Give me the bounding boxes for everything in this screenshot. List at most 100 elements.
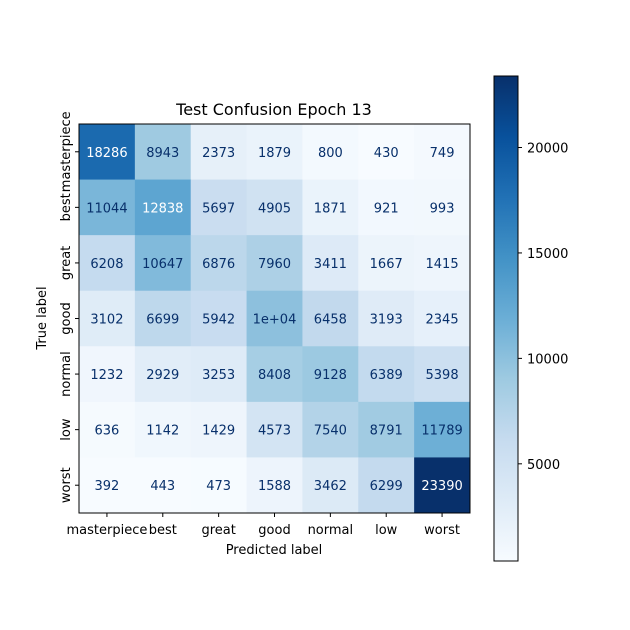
- cell-value-label: 3193: [370, 313, 403, 328]
- x-axis-ticks: masterpiece best great good normal low worst: [66, 513, 460, 538]
- y-tick-label: great: [59, 246, 74, 280]
- cell-value-label: 3411: [314, 257, 347, 272]
- cell-value-label: 6299: [370, 479, 403, 494]
- heatmap-cell: [302, 457, 359, 514]
- cell-value-label: 6876: [202, 257, 235, 272]
- y-axis-label: True label: [35, 286, 50, 350]
- y-tick-label: worst: [59, 467, 74, 503]
- heatmap-cell: [246, 124, 303, 181]
- chart-title: Test Confusion Epoch 13: [175, 100, 372, 119]
- heatmap-cell: [190, 457, 248, 514]
- heatmap-cell: [134, 179, 192, 236]
- cell-value-label: 6458: [314, 313, 347, 328]
- heatmap-cell: [190, 124, 248, 181]
- heatmap-cell: [79, 124, 136, 181]
- cell-value-label: 749: [430, 146, 455, 161]
- cell-value-label: 23390: [421, 479, 462, 494]
- cell-value-label: 4905: [258, 201, 291, 216]
- heatmap-cell: [246, 290, 303, 347]
- cell-value-label: 1588: [258, 479, 291, 494]
- y-tick-label: normal: [59, 351, 74, 397]
- heatmap-cell: [414, 401, 471, 458]
- heatmap-cell: [246, 346, 303, 403]
- colorbar-tick-label: 20000: [527, 141, 568, 156]
- heatmap-cell: [358, 179, 415, 236]
- heatmap-cell: [414, 346, 471, 403]
- heatmap-cell: [358, 457, 415, 514]
- x-tick-label: low: [375, 523, 398, 538]
- heatmap-cell: [190, 401, 248, 458]
- cell-value-label: 6208: [90, 257, 123, 272]
- cell-value-label: 1232: [90, 368, 123, 383]
- cell-value-label: 993: [430, 201, 455, 216]
- heatmap-cell: [358, 290, 415, 347]
- heatmap-cell: [134, 401, 192, 458]
- cell-value-label: 1e+04: [253, 313, 297, 328]
- heatmap-cell: [414, 290, 471, 347]
- cell-value-label: 2345: [426, 313, 459, 328]
- cell-value-label: 12838: [142, 201, 183, 216]
- cell-value-label: 18286: [86, 146, 127, 161]
- cell-value-label: 392: [95, 479, 120, 494]
- cell-value-label: 1142: [146, 424, 179, 439]
- colorbar-tick-label: 10000: [527, 352, 568, 367]
- cell-value-label: 11789: [421, 424, 462, 439]
- cell-value-label: 1667: [370, 257, 403, 272]
- y-tick-label: masterpiece: [59, 111, 74, 192]
- heatmap-cell: [302, 290, 359, 347]
- colorbar: [493, 75, 519, 562]
- cell-value-label: 7540: [314, 424, 347, 439]
- y-tick-label: low: [59, 418, 74, 441]
- cell-value-label: 1879: [258, 146, 291, 161]
- y-tick-label: good: [59, 302, 74, 334]
- heatmap-cell: [79, 346, 136, 403]
- heatmap-cells: 18286 8943 2373 1879 800 430 749 11044 12838 5697…: [79, 124, 471, 514]
- cell-value-label: 8943: [146, 146, 179, 161]
- heatmap-cell: [414, 235, 471, 292]
- x-tick-label: normal: [308, 523, 354, 538]
- cell-value-label: 8408: [258, 368, 291, 383]
- colorbar-tick-label: 5000: [527, 458, 560, 473]
- heatmap-cell: [302, 179, 359, 236]
- cell-value-label: 636: [95, 424, 120, 439]
- cell-value-label: 3253: [202, 368, 235, 383]
- heatmap-cell: [302, 124, 359, 181]
- cell-value-label: 7960: [258, 257, 291, 272]
- heatmap-cell: [79, 179, 136, 236]
- heatmap-cell: [190, 179, 248, 236]
- heatmap-cell: [79, 290, 136, 347]
- x-tick-label: great: [201, 523, 235, 538]
- x-tick-label: good: [258, 523, 290, 538]
- cell-value-label: 1429: [202, 424, 235, 439]
- cell-value-label: 3102: [90, 313, 123, 328]
- x-axis-label: Predicted label: [226, 543, 323, 558]
- heatmap-cell: [302, 346, 359, 403]
- x-tick-label: worst: [424, 523, 460, 538]
- cell-value-label: 5398: [426, 368, 459, 383]
- cell-value-label: 5697: [202, 201, 235, 216]
- heatmap-cell: [79, 401, 136, 458]
- cell-value-label: 8791: [370, 424, 403, 439]
- y-tick-label: best: [59, 193, 74, 221]
- cell-value-label: 443: [150, 479, 175, 494]
- heatmap-cell: [134, 346, 192, 403]
- x-tick-label: best: [149, 523, 177, 538]
- heatmap-cell: [302, 235, 359, 292]
- heatmap-cell: [414, 179, 471, 236]
- heatmap-cell: [79, 457, 136, 514]
- heatmap-cell: [414, 457, 471, 514]
- colorbar-ticks: 5000 10000 15000 20000: [518, 141, 568, 473]
- heatmap-cell: [414, 124, 471, 181]
- heatmap-cell: [358, 401, 415, 458]
- heatmap-cell: [134, 235, 192, 292]
- heatmap-cell: [134, 124, 192, 181]
- heatmap-cell: [246, 401, 303, 458]
- cell-value-label: 10647: [142, 257, 183, 272]
- cell-value-label: 3462: [314, 479, 347, 494]
- cell-value-label: 1871: [314, 201, 347, 216]
- heatmap-cell: [302, 401, 359, 458]
- heatmap-cell: [358, 346, 415, 403]
- x-tick-label: masterpiece: [66, 523, 147, 538]
- cell-value-label: 4573: [258, 424, 291, 439]
